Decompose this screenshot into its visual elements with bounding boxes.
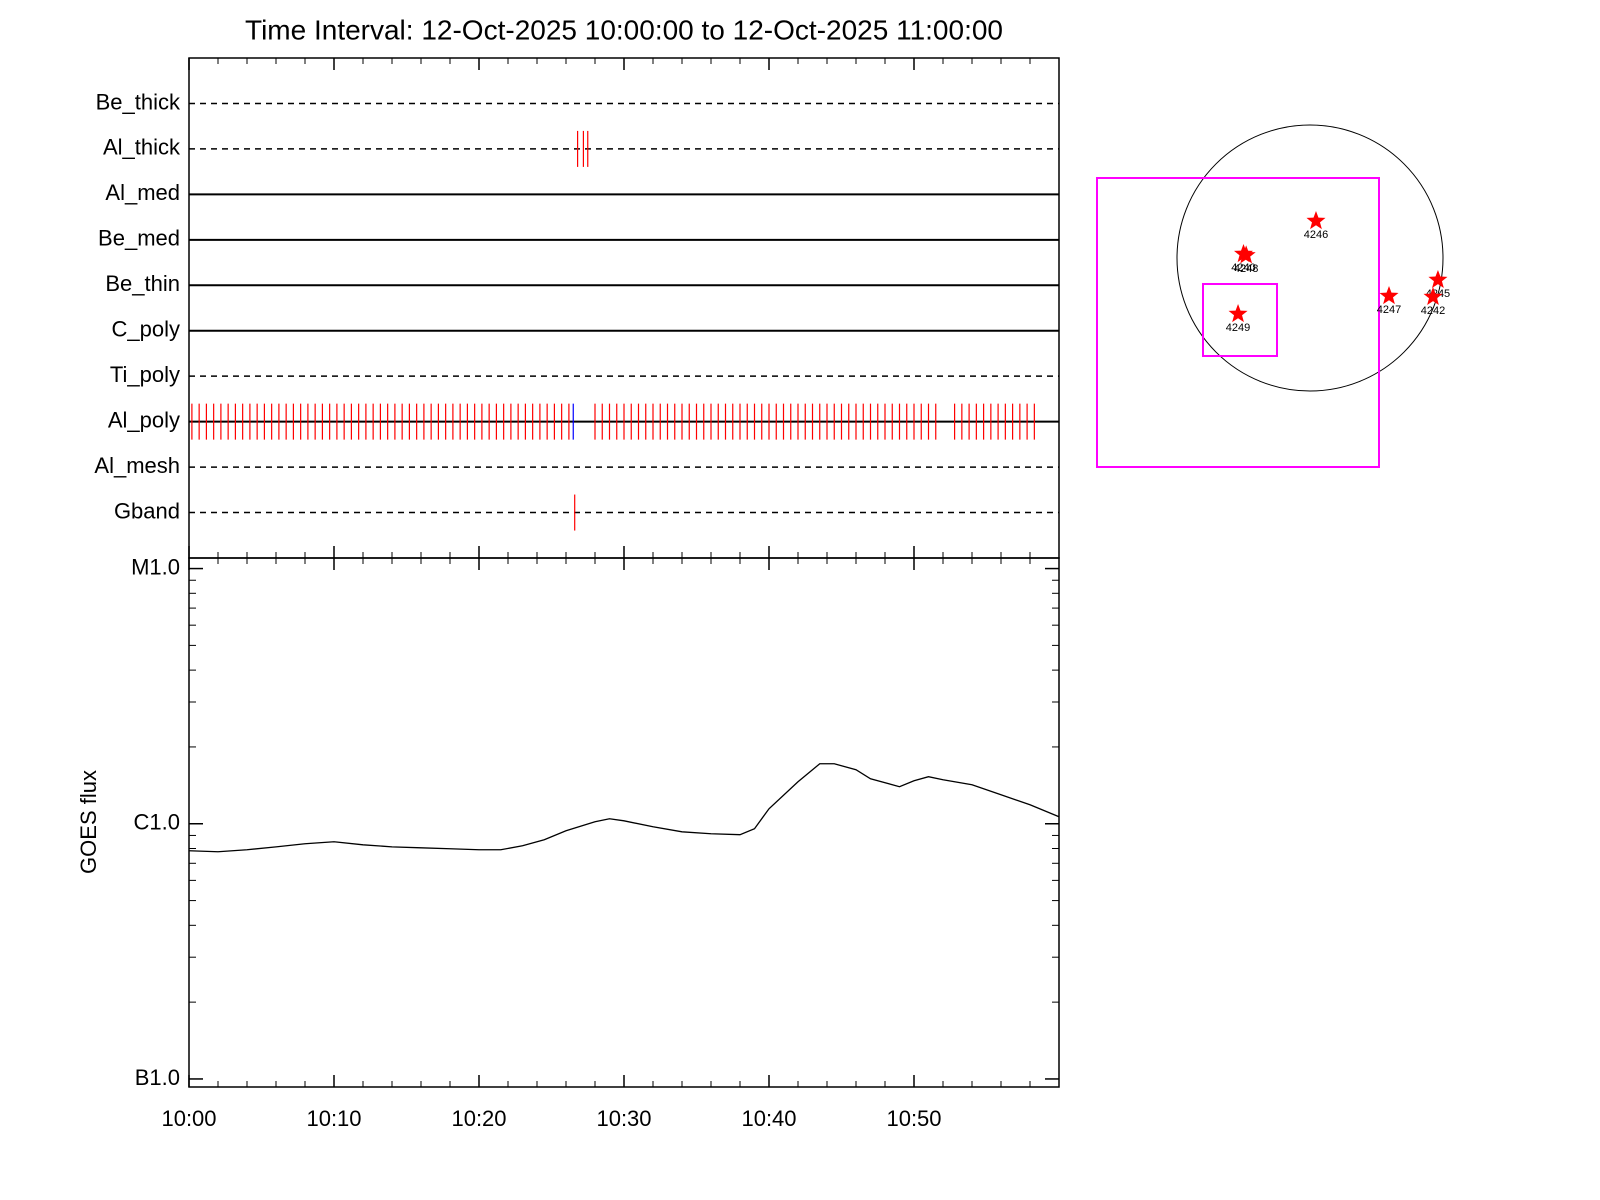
region-label: 4248 — [1234, 263, 1258, 275]
region-label: 4242 — [1421, 305, 1445, 317]
active-region — [1428, 269, 1448, 289]
solar-disk — [1176, 124, 1444, 392]
x-tick-label: 10:00 — [161, 1106, 216, 1131]
chart-title: Time Interval: 12-Oct-2025 10:00:00 to 1… — [245, 14, 1003, 45]
row-label: Gband — [114, 498, 180, 523]
row-label: C_poly — [112, 317, 180, 342]
active-region — [1236, 245, 1256, 264]
y-tick-label: C1.0 — [134, 810, 180, 835]
goes-line — [188, 763, 1060, 853]
x-tick-label: 10:40 — [741, 1106, 796, 1131]
row-label: Al_poly — [108, 407, 180, 432]
x-tick-label: 10:10 — [306, 1106, 361, 1131]
row-label: Be_thin — [105, 271, 180, 296]
region-label: 4246 — [1304, 229, 1328, 241]
active-region — [1379, 286, 1399, 305]
region-label: 4240 — [1231, 262, 1255, 274]
row-label: Ti_poly — [110, 362, 180, 387]
x-tick-label: 10:30 — [596, 1106, 651, 1131]
active-region — [1306, 211, 1326, 230]
y-axis-label: GOES flux — [76, 770, 101, 874]
row-label: Be_med — [98, 226, 180, 251]
x-tick-label: 10:50 — [886, 1106, 941, 1131]
row-label: Al_mesh — [94, 453, 180, 478]
region-label: 4249 — [1226, 322, 1250, 334]
region-label: 4247 — [1377, 304, 1401, 316]
active-region — [1228, 303, 1248, 323]
row-label: Be_thick — [96, 89, 181, 114]
field-of-view-small — [1202, 283, 1278, 357]
active-region — [1423, 286, 1443, 306]
y-tick-label: B1.0 — [135, 1065, 180, 1090]
row-label: Al_thick — [103, 135, 181, 160]
field-of-view — [1096, 177, 1380, 468]
x-tick-label: 10:20 — [451, 1106, 506, 1131]
y-tick-label: M1.0 — [131, 554, 180, 579]
row-label: Al_med — [105, 180, 180, 205]
